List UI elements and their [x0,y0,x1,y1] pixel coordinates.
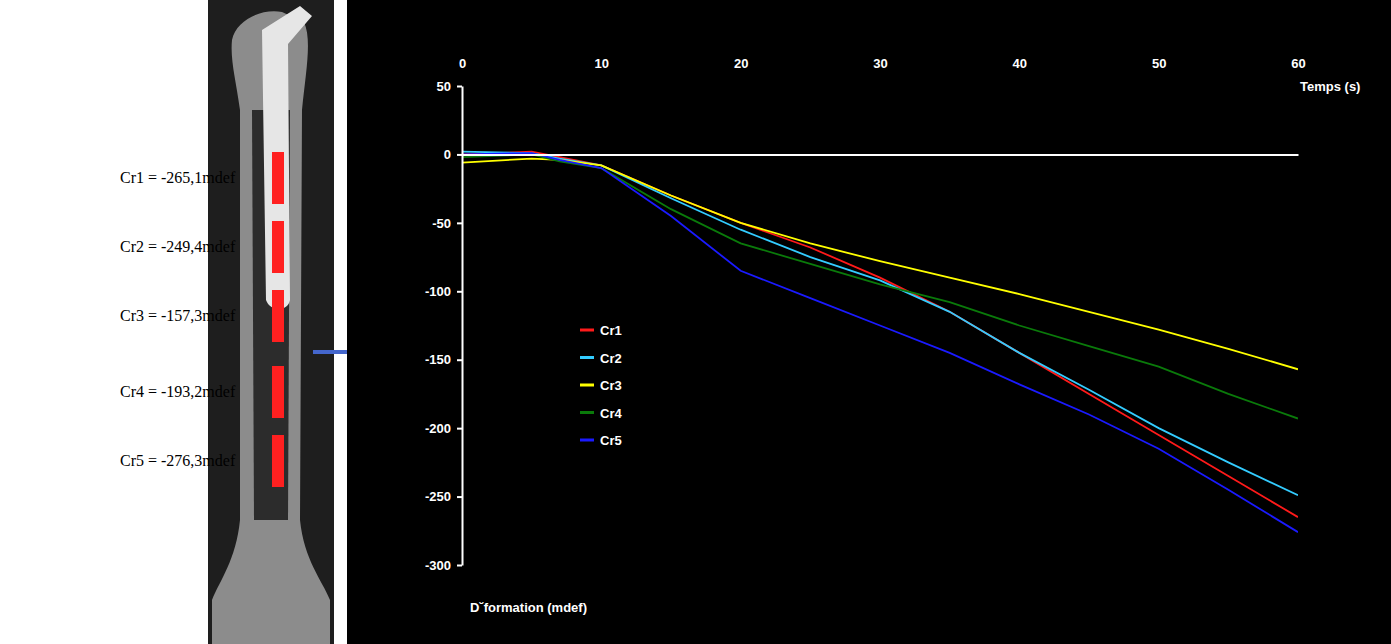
y-tick-mark [457,428,462,430]
x-tick-label: 10 [595,56,609,71]
y-tick-mark [457,86,462,88]
y-tick-label: -150 [425,352,451,367]
x-axis-line [463,154,1299,156]
legend-item: Cr1 [580,323,622,338]
y-tick-mark [457,154,462,156]
legend-item: Cr4 [580,406,622,421]
x-tick: 20 [734,56,748,154]
x-tick-label: 30 [873,56,887,71]
x-tick: 50 [1152,56,1166,154]
chart-root: Cr1 = -265,1mdef Cr2 = -249,4mdef Cr3 = -1… [0,0,1391,644]
series-line [462,152,1298,496]
series-line [462,159,1298,370]
x-tick-label: 20 [734,56,748,71]
annotations: Cr1 = -265,1mdef Cr2 = -249,4mdef Cr3 = -1… [120,169,236,469]
legend-swatch [580,329,594,332]
annotation: Cr5 = -276,3mdef [120,452,236,469]
y-tick-mark [457,565,462,567]
x-tick-label: 60 [1291,56,1305,71]
strain-gauge [272,221,284,273]
annotation: Cr4 = -193,2mdef [120,383,236,400]
x-tick-label: 0 [459,56,466,71]
strain-gauge [272,290,284,342]
y-tick-label: -200 [425,421,451,436]
legend-swatch [580,411,594,414]
legend-swatch [580,439,594,442]
x-axis: 0 10 20 30 40 50 60 [459,56,1306,155]
y-tick-mark [457,222,462,224]
legend-label: Cr4 [600,406,622,421]
y-tick-label: -250 [425,489,451,504]
y-tick: -250 [425,489,462,504]
x-tick: 60 [1291,56,1305,154]
x-tick-label: 50 [1152,56,1166,71]
legend-item: Cr5 [580,433,622,448]
prosthesis-stem [262,6,312,309]
plot-lines [462,152,1298,532]
y-tick: 50 [437,79,462,94]
y-tick-label: 50 [437,79,451,94]
y-tick-label: -100 [425,284,451,299]
legend-swatch [580,384,594,387]
y-tick: -150 [425,352,462,367]
annotation: Cr1 = -265,1mdef [120,169,236,186]
annotation: Cr2 = -249,4mdef [120,238,236,255]
series-line [462,154,1298,418]
strain-gauge [272,435,284,487]
x-axis-title: Temps (s) [1300,79,1360,94]
legend-label: Cr3 [600,378,622,393]
y-tick: 0 [444,147,462,162]
chart-background [347,0,1391,644]
y-tick: -300 [425,558,462,573]
strain-gauge [272,366,284,418]
series-line [462,153,1298,532]
legend-item: Cr2 [580,351,622,366]
y-tick-mark [457,291,462,293]
y-tick-label: 0 [444,147,451,162]
y-axis-title: D˘formation (mdef) [470,600,587,615]
legend: Cr1 Cr2 Cr3 Cr4 Cr5 [580,323,622,448]
legend-label: Cr2 [600,351,622,366]
y-tick-mark [457,496,462,498]
legend-swatch [580,356,594,359]
strain-gauge [272,152,284,204]
x-tick: 30 [873,56,887,154]
y-axis-line [462,87,464,566]
x-tick-label: 40 [1013,56,1027,71]
x-tick: 40 [1013,56,1027,154]
y-axis: -300 -250 -200 -150 -100 -50 0 50 [425,79,463,573]
y-tick: -100 [425,284,462,299]
y-tick-label: -50 [432,216,451,231]
legend-label: Cr1 [600,323,622,338]
y-tick-mark [457,359,462,361]
series-line [462,152,1298,517]
x-tick: 10 [595,56,609,154]
y-tick-label: -300 [425,558,451,573]
y-tick: -50 [432,216,462,231]
legend-label: Cr5 [600,433,622,448]
legend-item: Cr3 [580,378,622,393]
y-tick: -200 [425,421,462,436]
annotation: Cr3 = -157,3mdef [120,307,236,324]
